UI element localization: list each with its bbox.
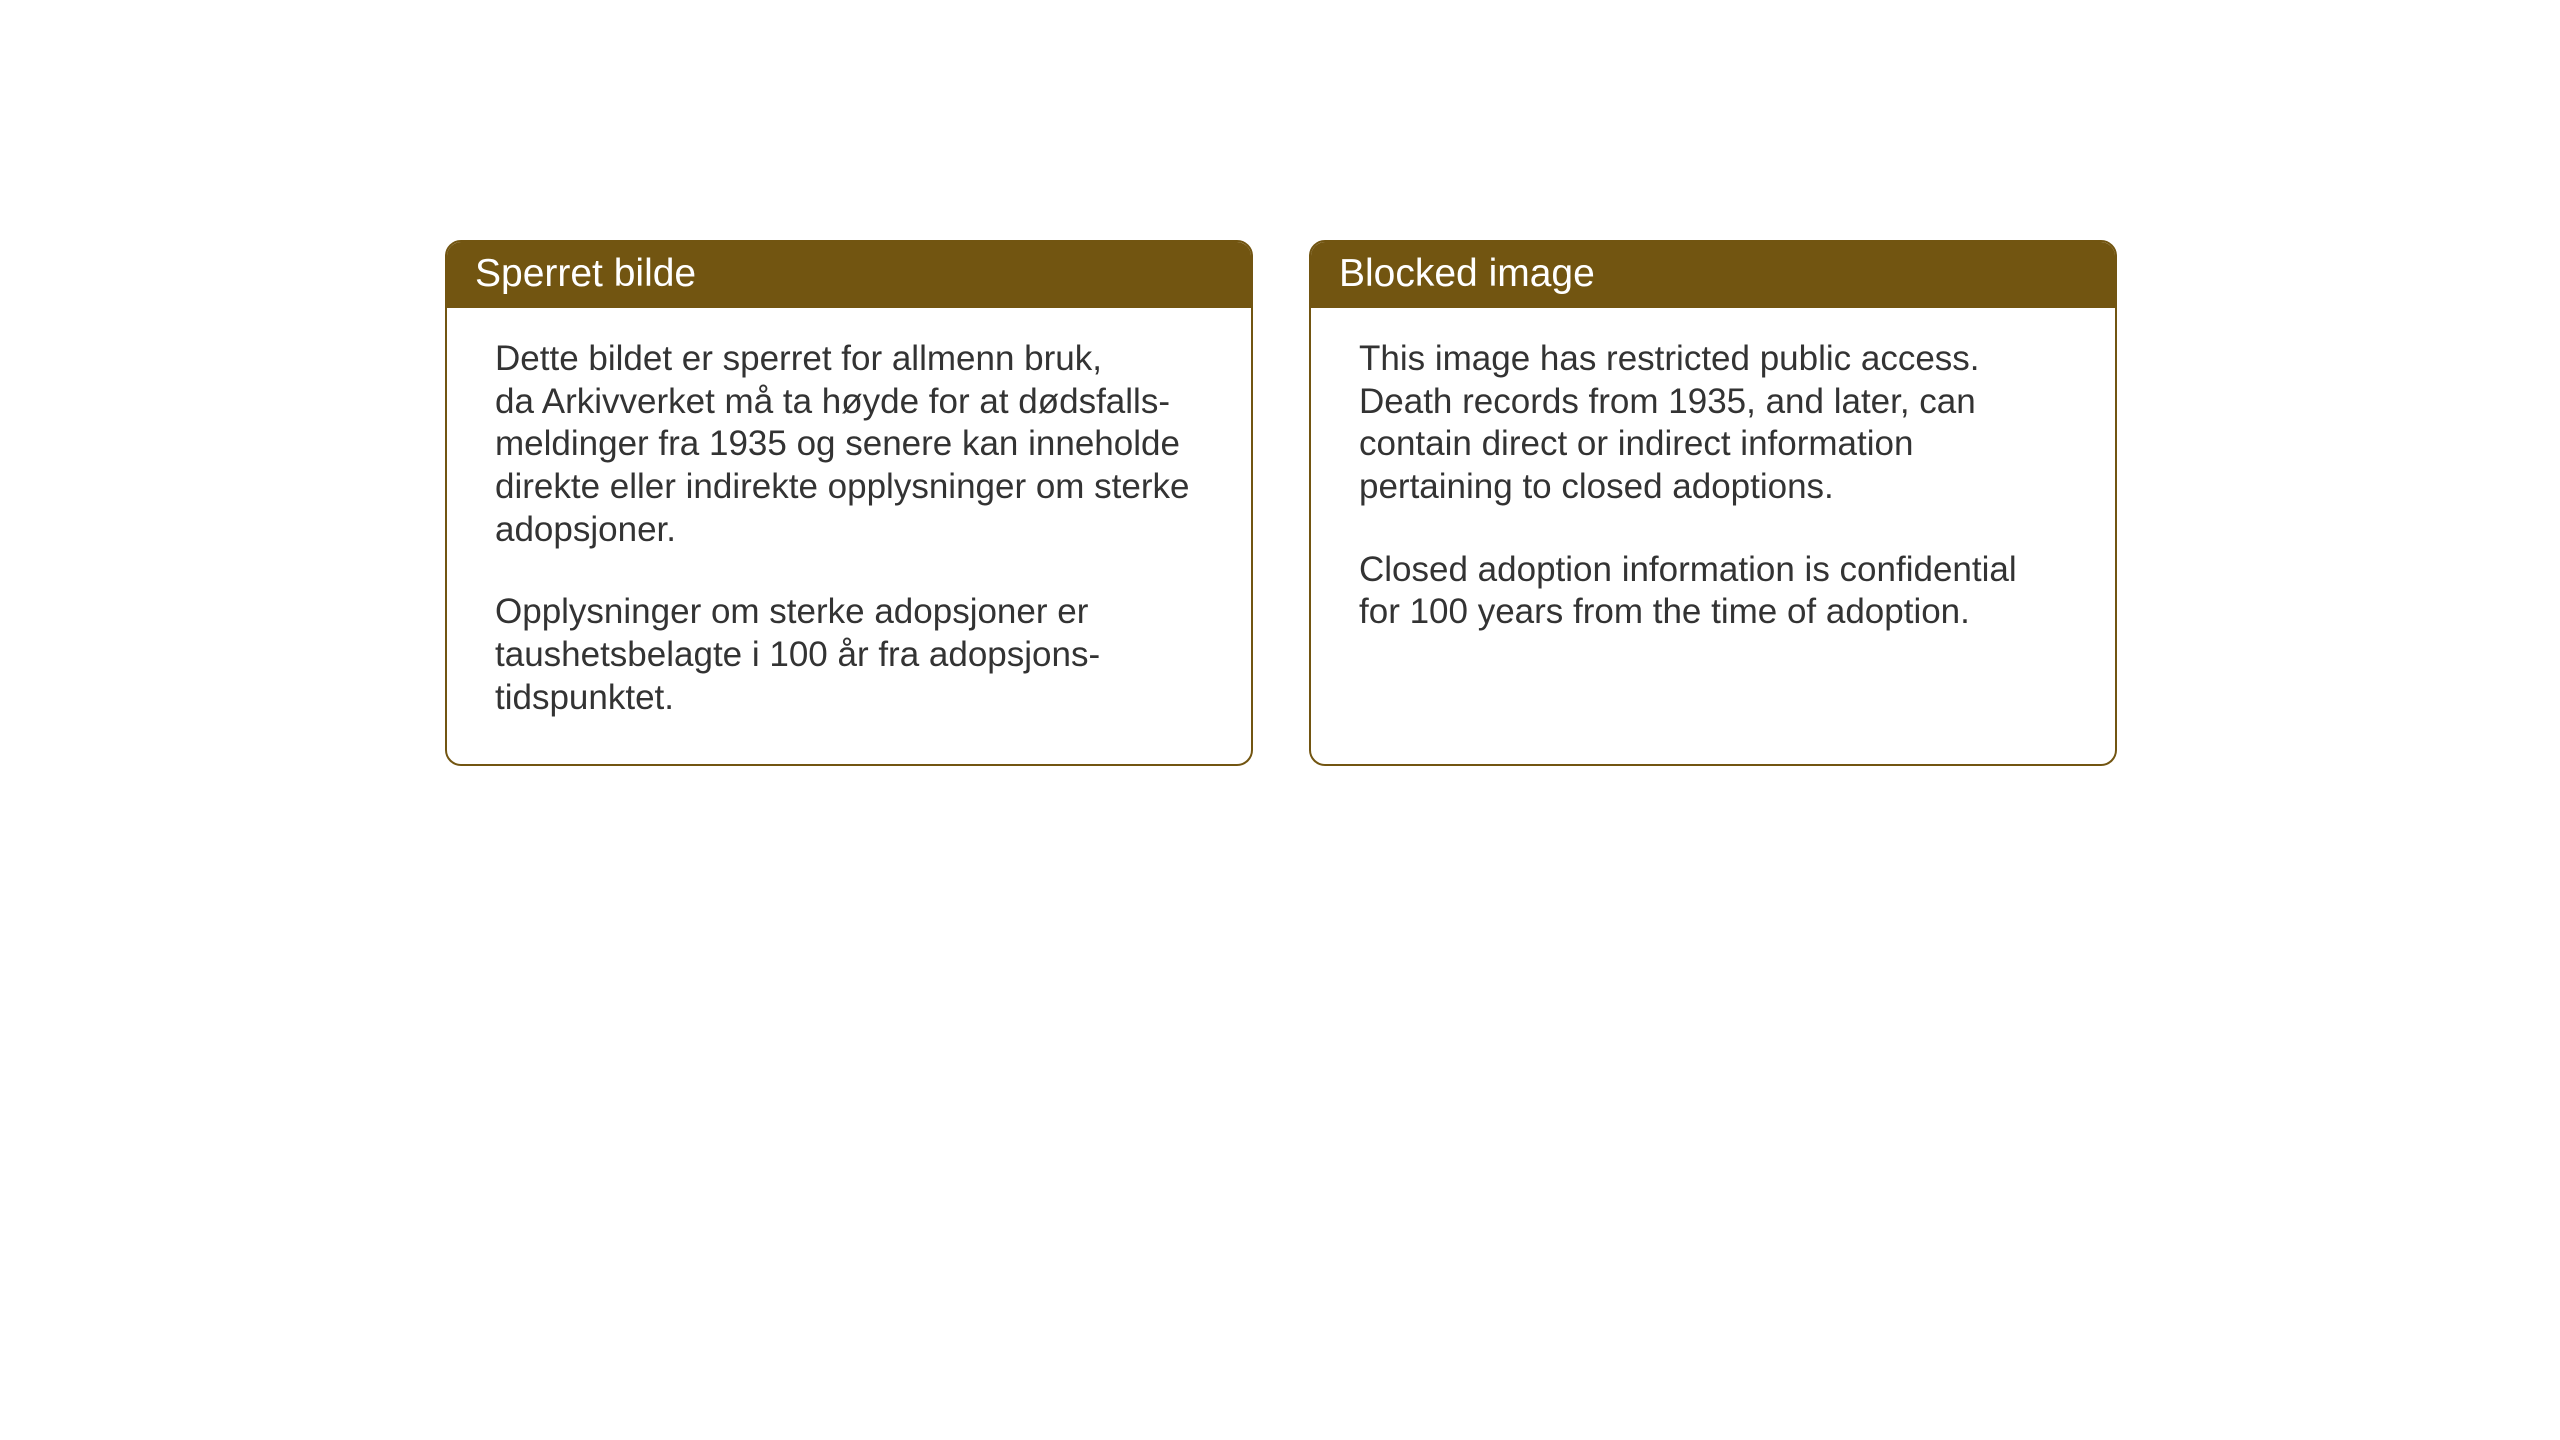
- notice-card-english: Blocked image This image has restricted …: [1309, 240, 2117, 766]
- card-paragraph-2: Opplysninger om sterke adopsjoner ertaus…: [495, 591, 1203, 719]
- notice-container: Sperret bilde Dette bildet er sperret fo…: [445, 240, 2117, 766]
- card-title: Blocked image: [1339, 252, 1595, 295]
- card-paragraph-1: This image has restricted public access.…: [1359, 338, 2067, 509]
- card-paragraph-1: Dette bildet er sperret for allmenn bruk…: [495, 338, 1203, 551]
- card-body-norwegian: Dette bildet er sperret for allmenn bruk…: [447, 308, 1251, 764]
- card-header-english: Blocked image: [1311, 242, 2115, 308]
- notice-card-norwegian: Sperret bilde Dette bildet er sperret fo…: [445, 240, 1253, 766]
- card-paragraph-2: Closed adoption information is confident…: [1359, 549, 2067, 634]
- card-title: Sperret bilde: [475, 252, 696, 295]
- card-header-norwegian: Sperret bilde: [447, 242, 1251, 308]
- card-body-english: This image has restricted public access.…: [1311, 308, 2115, 678]
